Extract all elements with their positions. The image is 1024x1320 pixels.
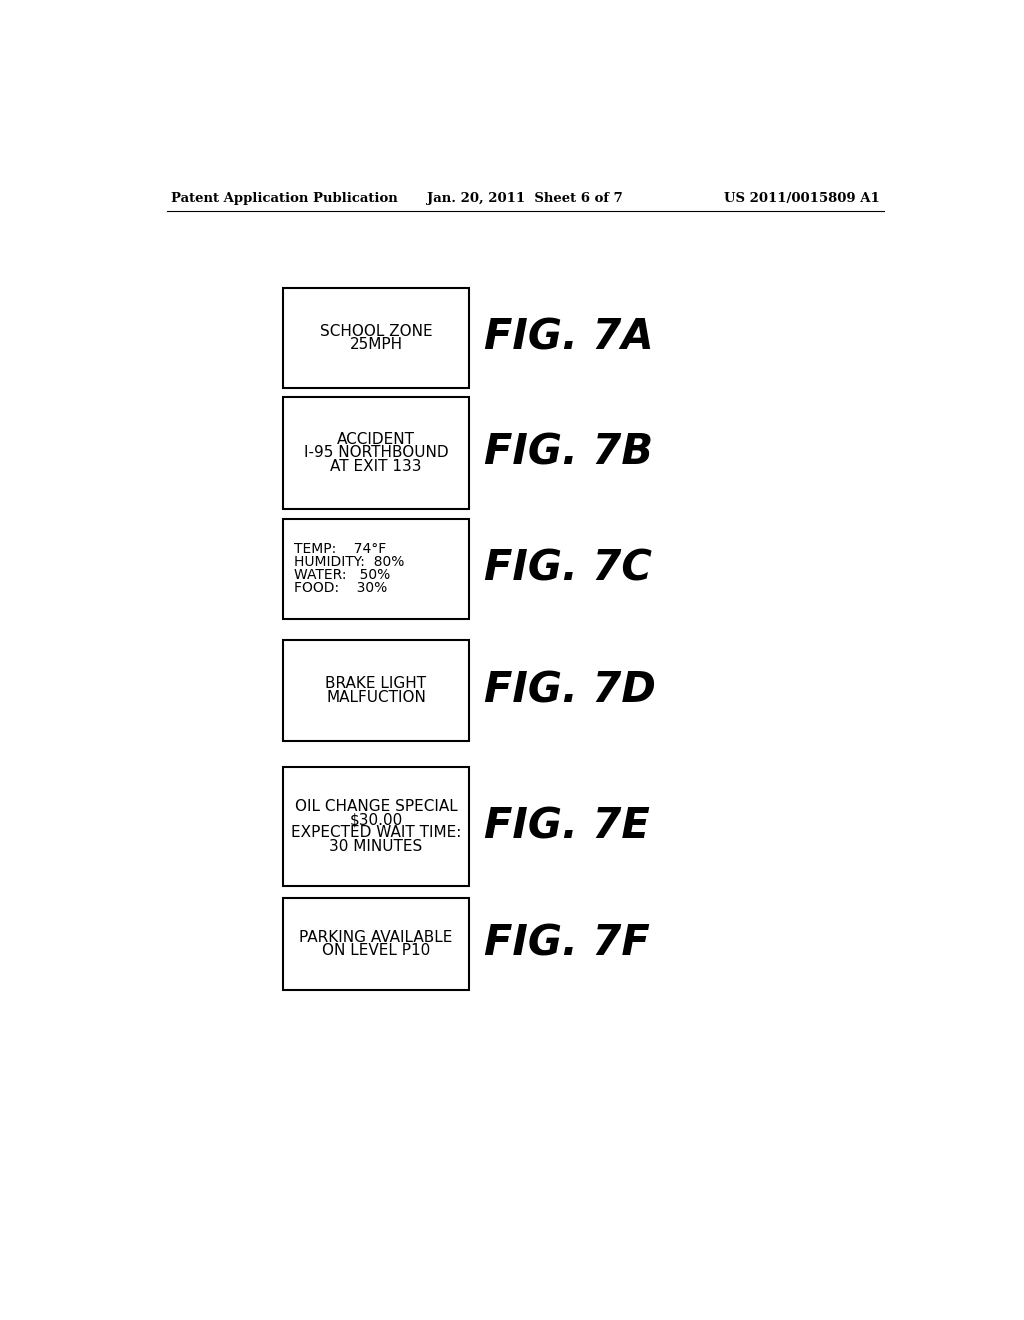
Text: ACCIDENT: ACCIDENT	[337, 433, 415, 447]
Text: AT EXIT 133: AT EXIT 133	[331, 458, 422, 474]
Text: FIG. 7D: FIG. 7D	[484, 669, 656, 711]
Text: FIG. 7C: FIG. 7C	[484, 548, 652, 590]
Text: Jan. 20, 2011  Sheet 6 of 7: Jan. 20, 2011 Sheet 6 of 7	[427, 191, 623, 205]
FancyBboxPatch shape	[283, 640, 469, 741]
Text: $30.00: $30.00	[349, 812, 402, 828]
Text: 25MPH: 25MPH	[349, 337, 402, 352]
Text: US 2011/0015809 A1: US 2011/0015809 A1	[724, 191, 880, 205]
Text: FIG. 7E: FIG. 7E	[484, 805, 650, 847]
Text: SCHOOL ZONE: SCHOOL ZONE	[319, 323, 432, 339]
FancyBboxPatch shape	[283, 288, 469, 388]
Text: FIG. 7B: FIG. 7B	[484, 432, 653, 474]
Text: Patent Application Publication: Patent Application Publication	[171, 191, 397, 205]
FancyBboxPatch shape	[283, 397, 469, 508]
FancyBboxPatch shape	[283, 767, 469, 886]
Text: BRAKE LIGHT: BRAKE LIGHT	[326, 676, 427, 692]
FancyBboxPatch shape	[283, 519, 469, 619]
Text: OIL CHANGE SPECIAL: OIL CHANGE SPECIAL	[295, 799, 458, 814]
FancyBboxPatch shape	[283, 898, 469, 990]
Text: I-95 NORTHBOUND: I-95 NORTHBOUND	[304, 445, 449, 461]
Text: PARKING AVAILABLE: PARKING AVAILABLE	[299, 929, 453, 945]
Text: FIG. 7A: FIG. 7A	[484, 317, 654, 359]
Text: EXPECTED WAIT TIME:: EXPECTED WAIT TIME:	[291, 825, 461, 841]
Text: 30 MINUTES: 30 MINUTES	[330, 838, 423, 854]
Text: ON LEVEL P10: ON LEVEL P10	[322, 942, 430, 958]
Text: WATER:   50%: WATER: 50%	[294, 569, 390, 582]
Text: FOOD:    30%: FOOD: 30%	[294, 581, 387, 595]
Text: TEMP:    74°F: TEMP: 74°F	[294, 543, 386, 556]
Text: HUMIDITY:  80%: HUMIDITY: 80%	[294, 556, 404, 569]
Text: MALFUCTION: MALFUCTION	[326, 689, 426, 705]
Text: FIG. 7F: FIG. 7F	[484, 923, 650, 965]
